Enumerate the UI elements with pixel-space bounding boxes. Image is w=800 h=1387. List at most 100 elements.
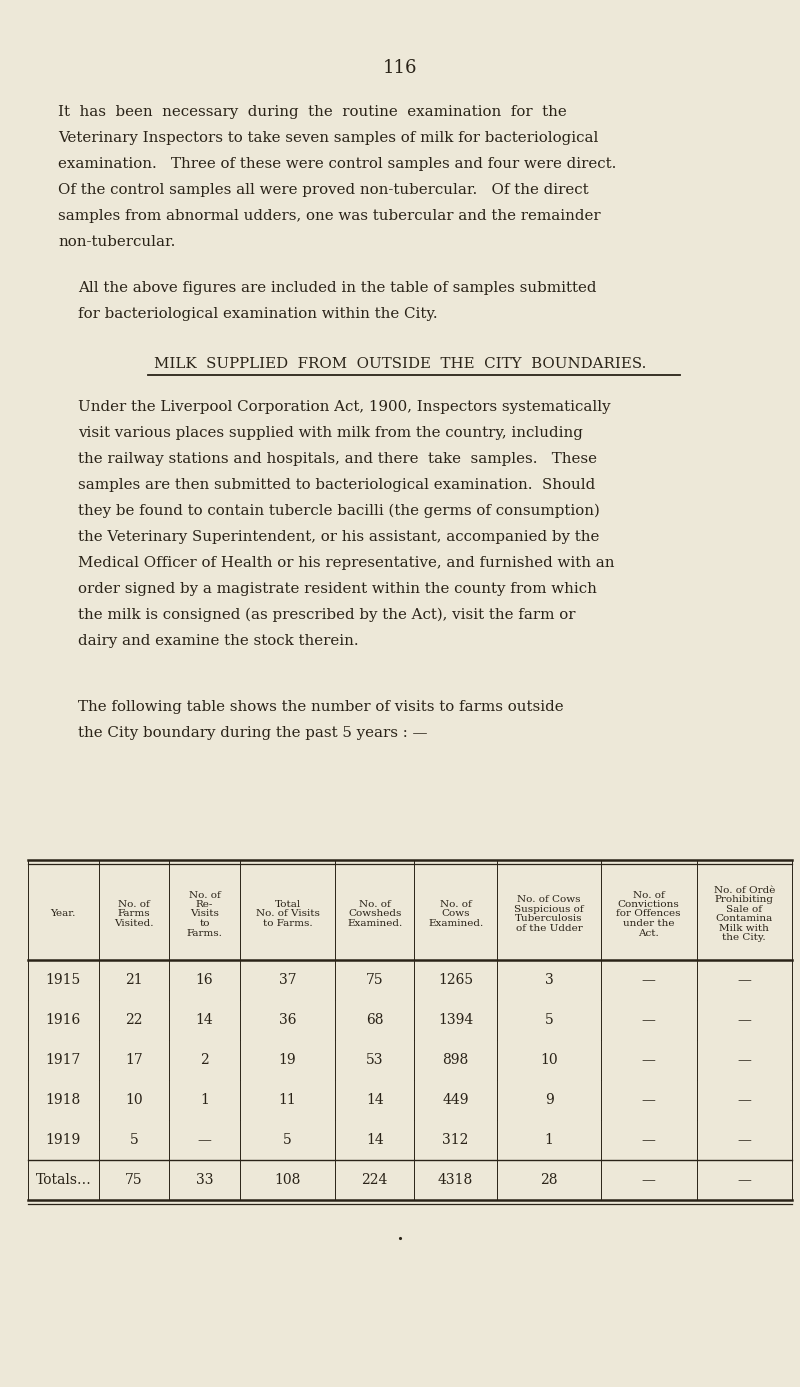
Text: 1: 1 [200,1093,209,1107]
Text: 1394: 1394 [438,1013,474,1026]
Text: for Offences: for Offences [617,910,681,918]
Text: 1: 1 [545,1133,554,1147]
Text: to Farms.: to Farms. [262,920,312,928]
Text: Farms: Farms [118,910,150,918]
Text: 10: 10 [125,1093,142,1107]
Text: 19: 19 [278,1053,296,1067]
Text: 28: 28 [540,1173,558,1187]
Text: samples are then submitted to bacteriological examination.  Should: samples are then submitted to bacteriolo… [78,479,595,492]
Text: 4318: 4318 [438,1173,474,1187]
Text: 898: 898 [442,1053,469,1067]
Text: Year.: Year. [50,910,76,918]
Text: Prohibiting: Prohibiting [714,895,774,904]
Text: Milk with: Milk with [719,924,769,932]
Text: Visited.: Visited. [114,920,154,928]
Text: Under the Liverpool Corporation Act, 1900, Inspectors systematically: Under the Liverpool Corporation Act, 190… [78,399,610,413]
Text: to: to [199,920,210,928]
Text: Suspicious of: Suspicious of [514,904,584,914]
Text: No. of: No. of [359,900,390,908]
Text: Total: Total [274,900,301,908]
Text: MILK  SUPPLIED  FROM  OUTSIDE  THE  CITY  BOUNDARIES.: MILK SUPPLIED FROM OUTSIDE THE CITY BOUN… [154,356,646,370]
Text: 1265: 1265 [438,974,474,988]
Text: —: — [642,1053,656,1067]
Text: No. of: No. of [633,890,665,900]
Text: No. of: No. of [118,900,150,908]
Text: Examined.: Examined. [347,920,402,928]
Text: Cows: Cows [442,910,470,918]
Text: All the above figures are included in the table of samples submitted: All the above figures are included in th… [78,282,597,295]
Text: samples from abnormal udders, one was tubercular and the remainder: samples from abnormal udders, one was tu… [58,209,601,223]
Text: 17: 17 [125,1053,142,1067]
Text: 33: 33 [196,1173,214,1187]
Text: the City boundary during the past 5 years : —: the City boundary during the past 5 year… [78,725,427,741]
Text: the milk is consigned (as prescribed by the Act), visit the farm or: the milk is consigned (as prescribed by … [78,608,575,623]
Text: Act.: Act. [638,928,659,938]
Text: 11: 11 [278,1093,296,1107]
Text: 312: 312 [442,1133,469,1147]
Text: Medical Officer of Health or his representative, and furnished with an: Medical Officer of Health or his represe… [78,556,614,570]
Text: of the Udder: of the Udder [516,924,582,932]
Text: —: — [642,1093,656,1107]
Text: —: — [738,974,751,988]
Text: for bacteriological examination within the City.: for bacteriological examination within t… [78,307,438,320]
Text: —: — [738,1013,751,1026]
Text: Veterinary Inspectors to take seven samples of milk for bacteriological: Veterinary Inspectors to take seven samp… [58,130,598,146]
Text: No. of: No. of [440,900,471,908]
Text: No. of: No. of [189,890,220,900]
Text: 116: 116 [382,60,418,78]
Text: non-tubercular.: non-tubercular. [58,234,175,250]
Text: —: — [738,1173,751,1187]
Text: Visits: Visits [190,910,219,918]
Text: Re-: Re- [196,900,213,908]
Text: they be found to contain tubercle bacilli (the germs of consumption): they be found to contain tubercle bacill… [78,503,600,519]
Text: —: — [738,1093,751,1107]
Text: 9: 9 [545,1093,554,1107]
Text: Contamina: Contamina [716,914,773,924]
Text: 10: 10 [540,1053,558,1067]
Text: 108: 108 [274,1173,301,1187]
Text: 1917: 1917 [46,1053,81,1067]
Text: examination.   Three of these were control samples and four were direct.: examination. Three of these were control… [58,157,616,171]
Text: 3: 3 [545,974,554,988]
Text: Farms.: Farms. [186,928,222,938]
Text: No. of Visits: No. of Visits [255,910,319,918]
Text: 1916: 1916 [46,1013,81,1026]
Text: Of the control samples all were proved non-tubercular.   Of the direct: Of the control samples all were proved n… [58,183,589,197]
Text: Cowsheds: Cowsheds [348,910,402,918]
Text: 53: 53 [366,1053,383,1067]
Text: 1919: 1919 [46,1133,81,1147]
Text: —: — [642,974,656,988]
Text: 75: 75 [366,974,383,988]
Text: 5: 5 [545,1013,554,1026]
Text: 1915: 1915 [46,974,81,988]
Text: —: — [642,1173,656,1187]
Text: 21: 21 [125,974,142,988]
Text: the Veterinary Superintendent, or his assistant, accompanied by the: the Veterinary Superintendent, or his as… [78,530,599,544]
Text: 75: 75 [125,1173,142,1187]
Text: dairy and examine the stock therein.: dairy and examine the stock therein. [78,634,358,648]
Text: order signed by a magistrate resident within the county from which: order signed by a magistrate resident wi… [78,583,597,596]
Text: —: — [738,1053,751,1067]
Text: 16: 16 [196,974,214,988]
Text: —: — [198,1133,211,1147]
Text: Examined.: Examined. [428,920,483,928]
Text: 5: 5 [130,1133,138,1147]
Text: —: — [738,1133,751,1147]
Text: It  has  been  necessary  during  the  routine  examination  for  the: It has been necessary during the routine… [58,105,566,119]
Text: Convictions: Convictions [618,900,680,908]
Text: 2: 2 [200,1053,209,1067]
Text: Sale of: Sale of [726,904,762,914]
Text: —: — [642,1013,656,1026]
Text: No. of Ordè: No. of Ordè [714,886,775,895]
Text: under the: under the [623,920,674,928]
Text: 449: 449 [442,1093,469,1107]
Text: visit various places supplied with milk from the country, including: visit various places supplied with milk … [78,426,583,440]
Text: Tuberculosis: Tuberculosis [515,914,583,924]
Text: 36: 36 [278,1013,296,1026]
Text: 14: 14 [366,1093,383,1107]
Text: —: — [642,1133,656,1147]
Text: 5: 5 [283,1133,292,1147]
Text: 22: 22 [125,1013,142,1026]
Text: 68: 68 [366,1013,383,1026]
Text: 1918: 1918 [46,1093,81,1107]
